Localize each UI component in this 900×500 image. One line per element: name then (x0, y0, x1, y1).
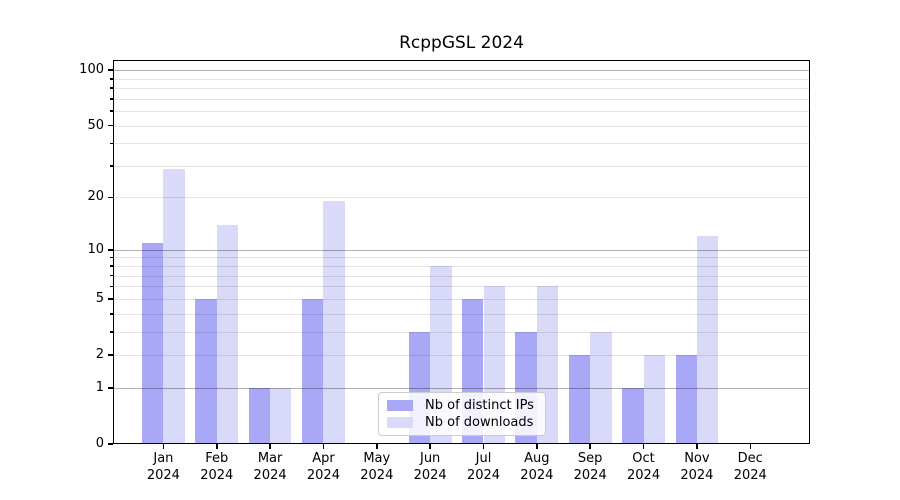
x-tick (642, 444, 645, 449)
y-minor-tick (110, 274, 113, 277)
y-tick (108, 124, 113, 127)
gridline-minor (113, 125, 810, 127)
y-tick-label: 10 (87, 241, 104, 257)
legend: Nb of distinct IPs Nb of downloads (378, 392, 546, 436)
gridline-minor (113, 286, 810, 288)
bar-downloads-nov (696, 236, 719, 444)
gridline-minor (113, 78, 810, 80)
x-tick-label-nov: Nov 2024 (680, 451, 714, 483)
y-tick (108, 354, 113, 356)
bar-downloads-feb (216, 224, 239, 444)
x-tick-label-sep: Sep 2024 (573, 451, 607, 483)
x-tick (589, 444, 591, 449)
y-minor-tick (110, 313, 113, 315)
gridline-minor (113, 355, 810, 356)
x-tick-label-aug: Aug 2024 (520, 451, 554, 483)
bar-downloads-apr (323, 201, 345, 444)
gridline-minor (113, 88, 810, 90)
bar-downloads-sep (590, 331, 612, 444)
x-tick-label-jun: Jun 2024 (413, 451, 447, 483)
chart-title: RcppGSL 2024 (399, 33, 524, 53)
y-tick (108, 298, 113, 300)
x-tick (536, 444, 538, 449)
bar-distinct-ips-mar (248, 387, 271, 444)
gridline-minor (113, 331, 810, 333)
x-tick (162, 444, 165, 449)
gridline-minor (113, 143, 810, 145)
x-tick-label-feb: Feb 2024 (200, 451, 234, 483)
y-minor-tick (110, 142, 113, 145)
x-tick-label-mar: Mar 2024 (253, 451, 287, 483)
y-tick-label: 2 (95, 347, 104, 362)
bar-downloads-jan (163, 168, 185, 444)
gridline-minor (113, 165, 810, 167)
x-tick-label-jan: Jan 2024 (146, 451, 180, 483)
gridline-major (113, 249, 810, 251)
bar-distinct-ips-jan (142, 242, 164, 444)
bar-downloads-oct (643, 355, 665, 444)
y-minor-tick (110, 78, 113, 80)
x-tick-label-oct: Oct 2024 (627, 451, 661, 483)
legend-swatch-distinct-ips (387, 399, 413, 411)
x-tick (696, 444, 698, 449)
bar-distinct-ips-oct (622, 387, 644, 444)
bar-distinct-ips-feb (195, 298, 217, 444)
gridline-minor (113, 257, 810, 259)
y-tick-label: 0 (95, 436, 104, 451)
gridline-minor (113, 197, 810, 199)
legend-item-distinct-ips: Nb of distinct IPs (387, 398, 537, 413)
y-tick (108, 69, 113, 71)
y-minor-tick (110, 285, 113, 288)
legend-item-downloads: Nb of downloads (387, 415, 537, 430)
y-minor-tick (110, 331, 113, 333)
x-tick-label-apr: Apr 2024 (306, 451, 340, 483)
x-tick (429, 444, 431, 449)
y-minor-tick (110, 87, 113, 89)
x-tick (376, 444, 378, 449)
x-tick-label-may: May 2024 (360, 451, 394, 483)
y-minor-tick (110, 110, 113, 112)
gridline-minor (113, 275, 810, 277)
x-tick (482, 444, 485, 449)
y-tick (108, 387, 113, 389)
x-tick (269, 444, 271, 449)
x-tick (322, 444, 325, 449)
x-tick-label-jul: Jul 2024 (466, 451, 501, 483)
y-minor-tick (110, 256, 113, 259)
gridline-minor (113, 111, 810, 113)
y-minor-tick (110, 98, 113, 100)
y-tick-label: 5 (95, 290, 104, 306)
bar-downloads-mar (270, 387, 292, 444)
gridline-major (113, 70, 810, 72)
legend-label-downloads: Nb of downloads (425, 415, 534, 431)
gridline-major (113, 387, 810, 389)
y-tick (108, 249, 113, 251)
bar-distinct-ips-sep (568, 355, 591, 444)
bar-distinct-ips-apr (302, 298, 324, 444)
legend-swatch-downloads (387, 417, 413, 429)
y-tick-label: 50 (87, 117, 104, 133)
bar-distinct-ips-nov (675, 355, 697, 444)
y-tick-label: 100 (79, 62, 104, 78)
y-tick-label: 1 (95, 379, 104, 395)
y-tick-label: 20 (87, 189, 104, 205)
legend-label-distinct-ips: Nb of distinct IPs (425, 397, 534, 413)
y-minor-tick (110, 165, 113, 167)
y-tick (108, 196, 113, 199)
gridline-minor (113, 298, 810, 300)
gridline-minor (113, 313, 810, 315)
x-tick (749, 444, 751, 449)
x-tick-label-dec: Dec 2024 (733, 451, 767, 483)
x-tick (216, 444, 218, 449)
y-tick (108, 443, 113, 445)
gridline-minor (113, 98, 810, 100)
gridline-minor (113, 266, 810, 268)
y-minor-tick (110, 265, 113, 267)
